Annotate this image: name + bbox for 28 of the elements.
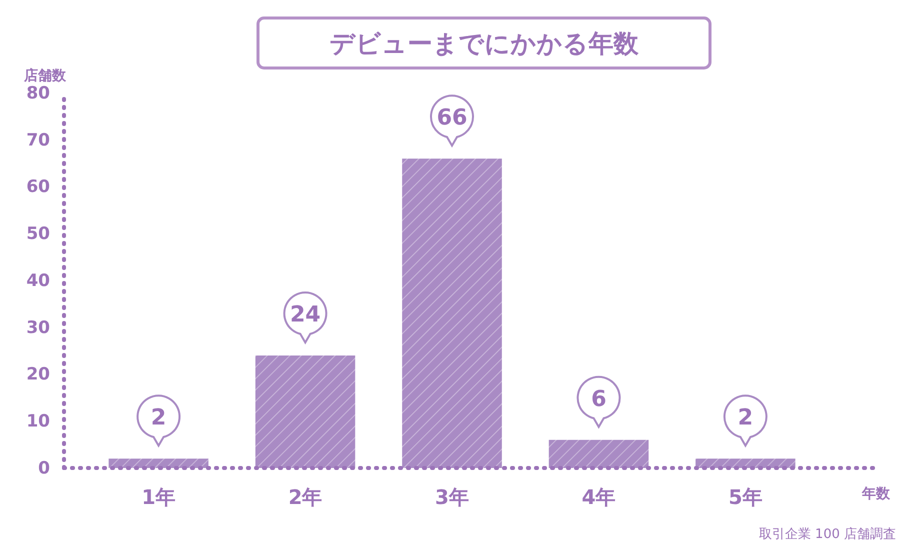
data-label: 24: [290, 302, 321, 328]
bar: [548, 440, 649, 468]
y-tick-label: 0: [38, 458, 50, 478]
bar: [108, 458, 208, 468]
y-tick-label: 20: [26, 364, 50, 385]
y-tick-label: 30: [26, 318, 50, 338]
text: 取引企業 100 店舗調査: [758, 526, 896, 542]
x-tick-label: 3年: [435, 485, 469, 510]
x-tick-label: 5年: [728, 485, 762, 510]
y-tick-label: 70: [26, 130, 50, 150]
data-label: 2: [150, 406, 166, 431]
bar: [402, 158, 502, 468]
y-axis-title: 店舗数: [23, 67, 67, 84]
data-label: 66: [436, 106, 468, 131]
x-tick-label: 2年: [288, 485, 322, 510]
y-tick-label: 80: [26, 83, 50, 104]
x-tick-label: 1年: [142, 485, 176, 510]
x-tick-label: 4年: [582, 485, 616, 510]
bar: [696, 458, 796, 468]
y-tick-label: 40: [26, 270, 50, 291]
x-axis-title: 年数: [861, 486, 891, 502]
y-tick-label: 10: [26, 412, 50, 432]
data-label: 2: [738, 406, 754, 431]
data-label: 6: [591, 386, 606, 412]
y-tick-label: 60: [26, 177, 50, 198]
y-tick-label: 50: [26, 224, 50, 244]
bar: [255, 356, 356, 468]
chart-title: デビューまでにかかる年数: [330, 29, 640, 58]
